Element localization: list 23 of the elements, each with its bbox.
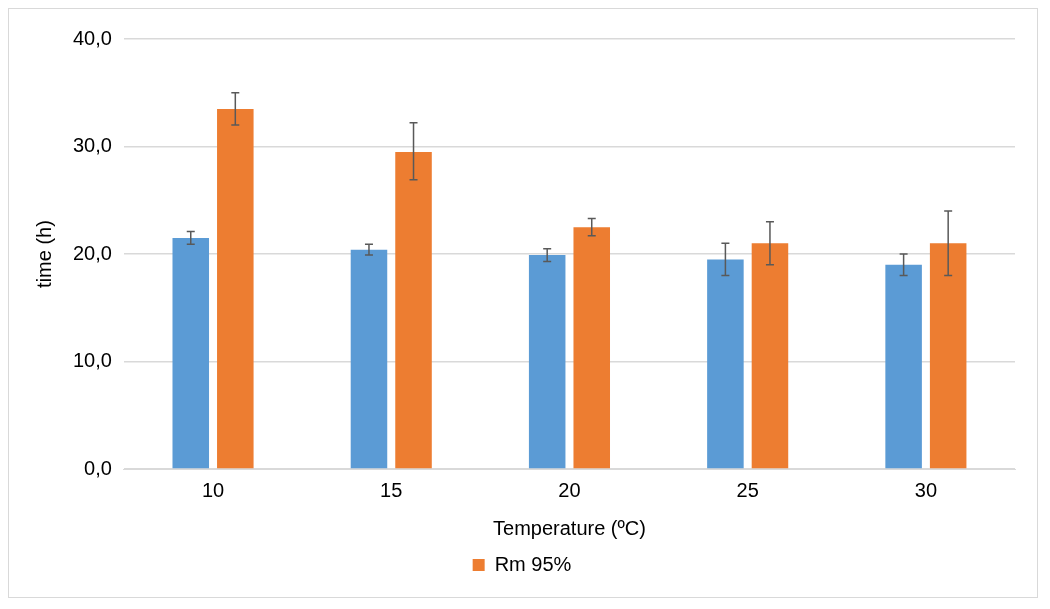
bar	[217, 108, 254, 469]
bar	[885, 264, 922, 469]
x-tick-label: 20	[558, 478, 581, 501]
y-tick-label: 40,0	[72, 26, 112, 49]
bar	[573, 227, 611, 469]
bar	[751, 243, 789, 469]
x-tick-label: 30	[914, 478, 938, 501]
x-tick-label: 10	[201, 478, 225, 501]
legend-label: Rm 95%	[494, 552, 572, 575]
y-tick-label: 10,0	[72, 349, 112, 372]
bar	[395, 151, 432, 469]
bar	[172, 237, 210, 469]
y-tick-label: 30,0	[72, 134, 112, 157]
y-tick-label: 20,0	[72, 241, 112, 264]
x-axis-title: Temperature (ºC)	[493, 516, 646, 539]
bar	[528, 255, 566, 469]
bar	[350, 249, 388, 469]
y-tick-label: 0,0	[84, 456, 112, 479]
x-tick-label: 25	[736, 478, 759, 501]
bar	[707, 259, 744, 469]
y-axis-title: time (h)	[32, 220, 55, 288]
bar	[929, 243, 967, 469]
x-tick-label: 15	[380, 478, 403, 501]
